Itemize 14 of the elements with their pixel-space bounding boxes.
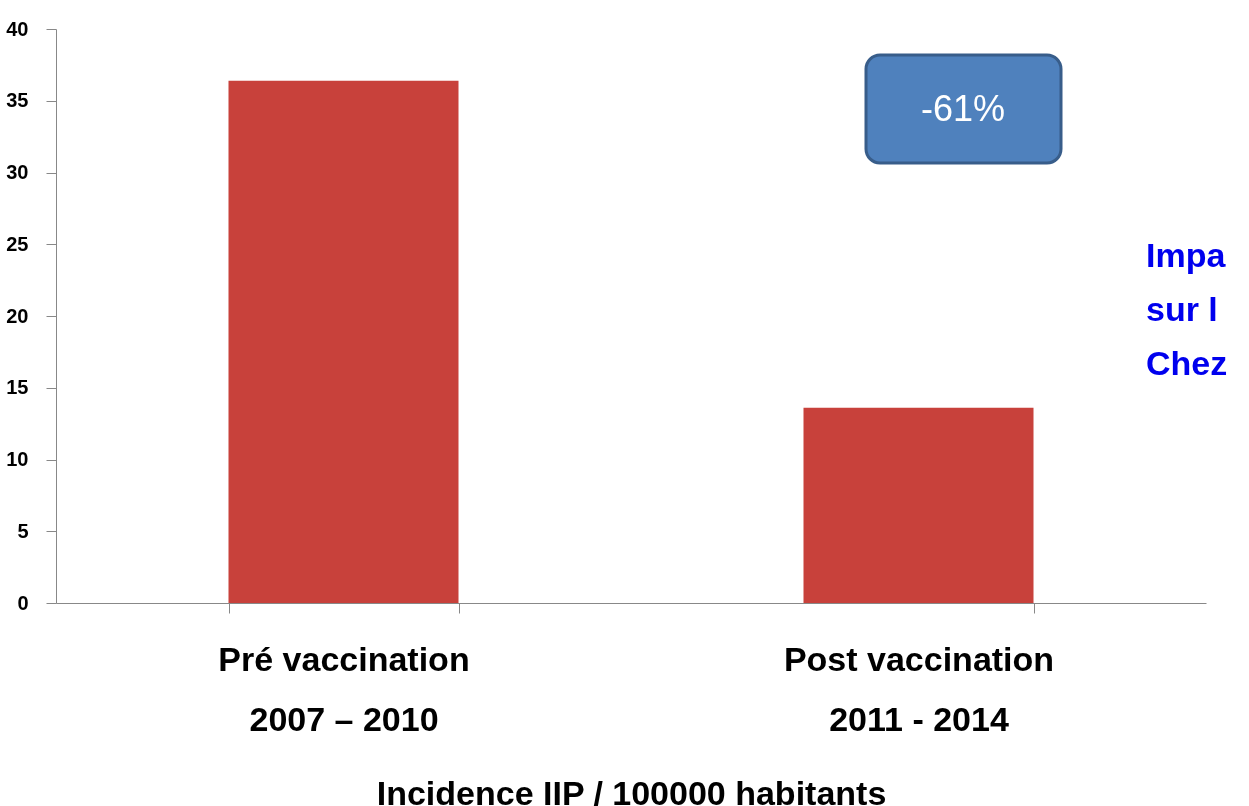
y-tick-label: 0 [17, 591, 29, 614]
x-tick-label: Post vaccination 2011 - 2014 [783, 639, 1055, 738]
y-tick-label: 30 [6, 161, 29, 183]
y-tick-label: 25 [6, 232, 29, 255]
y-tick-label: 40 [6, 17, 29, 40]
x-tick-label: Pré vaccination 2007 – 2010 [218, 639, 470, 738]
y-tick-label: 15 [6, 376, 29, 399]
y-tick-label: 20 [6, 304, 29, 327]
y-tick-label: 10 [6, 448, 29, 470]
y-tick-label: 5 [17, 519, 29, 542]
y-tick-label: 35 [6, 89, 29, 112]
annotation: Impa sur l Chez [1146, 236, 1228, 382]
annotation: -61% [920, 88, 1006, 129]
x-axis-title: Incidence IIP / 100000 habitants [376, 773, 887, 806]
